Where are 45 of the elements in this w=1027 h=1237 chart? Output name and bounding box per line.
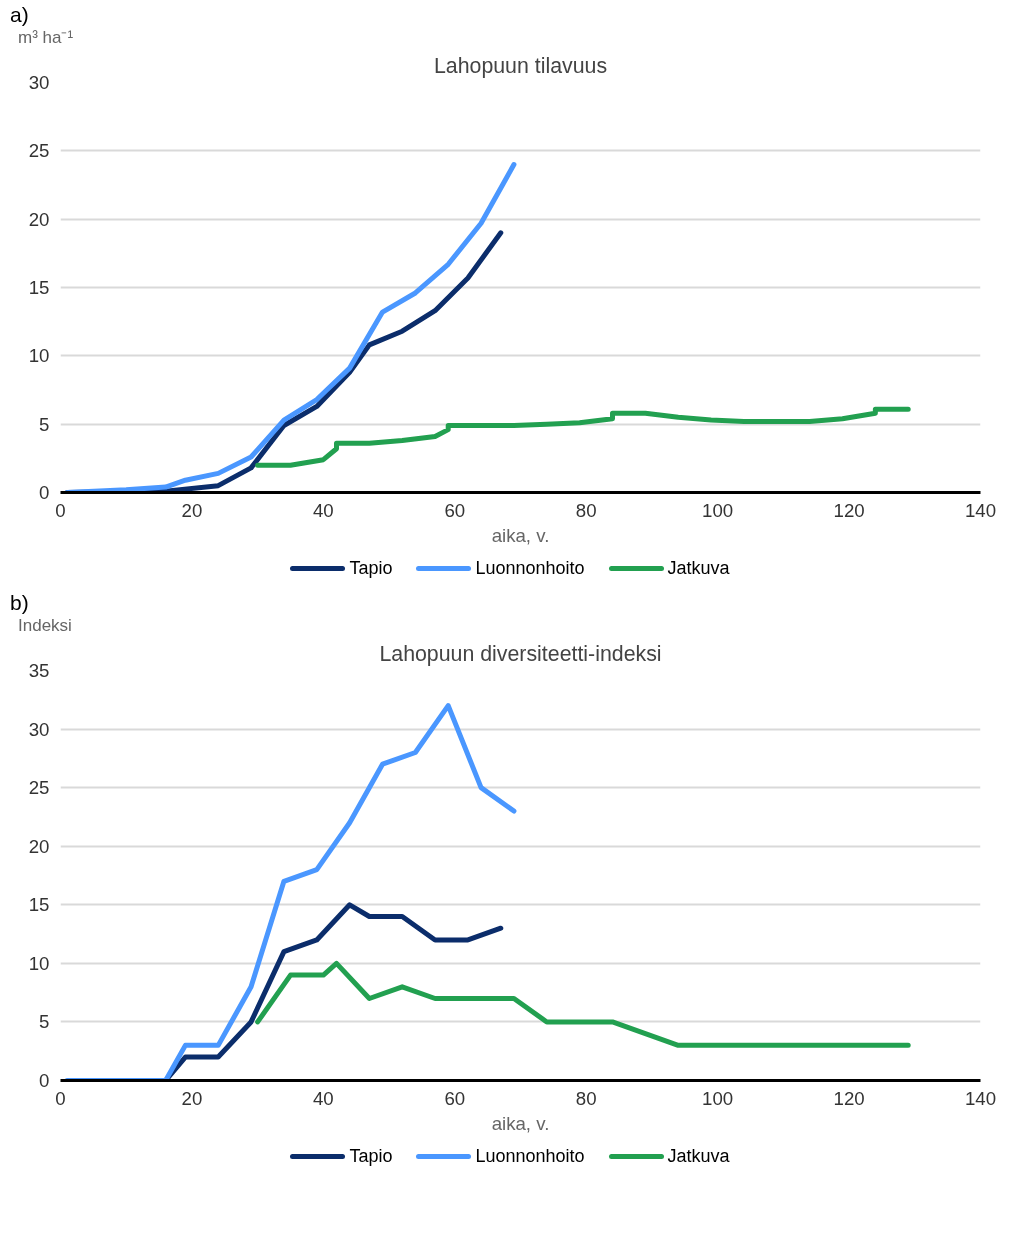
x-tick-label: 140: [964, 499, 997, 521]
x-tick-label: 120: [833, 499, 865, 521]
x-tick-label: 40: [312, 1087, 334, 1109]
legend-label: Jatkuva: [667, 1144, 730, 1168]
legend-label: Tapio: [349, 1144, 393, 1168]
legend-label: Luonnonhoito: [475, 556, 585, 580]
y-axis-title: Indeksi: [18, 615, 72, 637]
text: a): [10, 3, 29, 26]
y-tick-label: 5: [39, 413, 50, 435]
legend-label: Jatkuva: [667, 556, 730, 580]
y-tick-label: 20: [28, 208, 50, 230]
y-tick-label: 35: [28, 660, 50, 681]
x-tick-label: 100: [702, 1087, 734, 1109]
x-tick-label: 0: [55, 1087, 66, 1109]
text: b): [10, 591, 29, 614]
x-tick-label: 60: [444, 499, 466, 521]
y-tick-label: 5: [39, 1011, 50, 1033]
y-tick-label: 25: [28, 140, 50, 162]
legend-label: Tapio: [349, 556, 393, 580]
x-tick-label: 20: [181, 499, 203, 521]
x-tick-label: 80: [575, 499, 597, 521]
y-tick-label: 30: [28, 72, 50, 93]
legend-label: Luonnonhoito: [475, 1144, 585, 1168]
y-tick-label: 0: [39, 482, 50, 503]
x-tick-label: 140: [964, 1087, 997, 1109]
x-tick-label: 80: [575, 1087, 597, 1109]
y-tick-label: 10: [28, 345, 50, 367]
x-axis-title: aika, v.: [491, 524, 550, 546]
x-tick-label: 0: [55, 499, 66, 521]
y-tick-label: 10: [28, 952, 50, 974]
chart-title: Lahopuun tilavuus: [433, 53, 608, 78]
x-axis-title: aika, v.: [491, 1112, 550, 1134]
x-tick-label: 60: [444, 1087, 466, 1109]
chart-title: Lahopuun diversiteetti-indeksi: [379, 641, 662, 666]
y-tick-label: 20: [28, 835, 50, 857]
x-tick-label: 40: [312, 499, 334, 521]
y-axis-title: m³ ha⁻¹: [18, 27, 74, 49]
x-tick-label: 20: [181, 1087, 203, 1109]
y-tick-label: 15: [28, 277, 50, 298]
y-tick-label: 15: [28, 894, 50, 916]
x-tick-label: 120: [833, 1087, 865, 1109]
x-tick-label: 100: [702, 499, 734, 521]
y-tick-label: 25: [28, 777, 50, 799]
y-tick-label: 0: [39, 1070, 50, 1091]
y-tick-label: 30: [28, 718, 50, 740]
